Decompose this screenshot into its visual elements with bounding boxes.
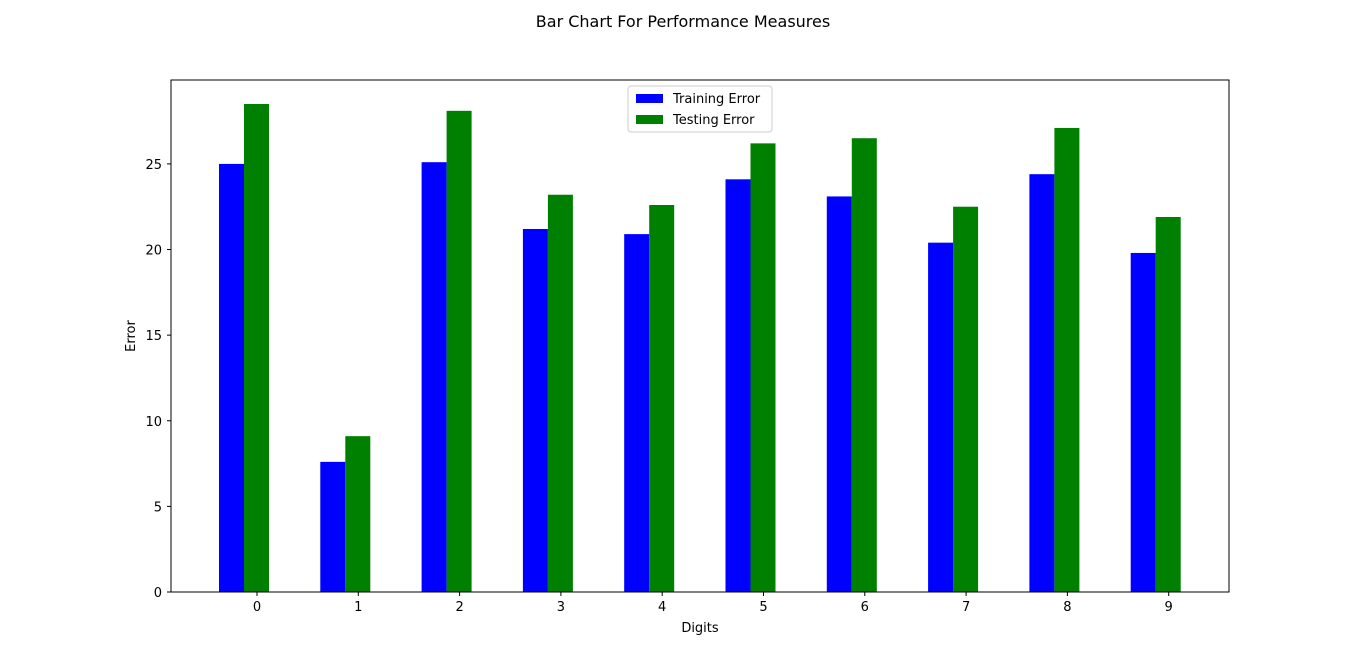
bar-testing-4 [649, 205, 675, 592]
chart-title: Bar Chart For Performance Measures [536, 12, 830, 31]
y-tick-label: 5 [154, 500, 162, 515]
bar-testing-6 [851, 138, 877, 592]
legend-label-testing: Testing Error [672, 113, 755, 128]
bar-testing-0 [244, 103, 269, 593]
bar-training-6 [826, 196, 852, 592]
plot-frame [170, 79, 1230, 593]
x-tick-label: 2 [455, 600, 463, 615]
bars-group [219, 103, 1181, 593]
y-tick-label: 15 [145, 329, 162, 344]
bar-training-3 [522, 228, 548, 592]
bar-training-9 [1130, 252, 1156, 592]
bar-training-5 [725, 179, 751, 592]
bar-testing-9 [1155, 216, 1181, 592]
bar-training-8 [1029, 174, 1055, 592]
y-axis-label: Error [124, 320, 139, 352]
x-axis: 0 1 2 3 4 5 6 7 8 9 [253, 592, 1173, 615]
legend-label-training: Training Error [672, 92, 761, 107]
y-tick-label: 0 [154, 586, 162, 601]
x-tick-label: 3 [557, 600, 565, 615]
y-tick-label: 20 [145, 244, 162, 259]
x-tick-label: 1 [354, 600, 362, 615]
legend-swatch-training [636, 94, 663, 103]
y-tick-label: 10 [145, 415, 162, 430]
x-tick-label: 8 [1063, 600, 1071, 615]
y-axis: 0 5 10 15 20 25 [145, 158, 171, 601]
x-tick-label: 6 [861, 600, 869, 615]
bar-training-7 [928, 242, 954, 592]
bar-testing-3 [547, 194, 573, 592]
bar-testing-1 [345, 436, 371, 592]
x-tick-label: 7 [962, 600, 970, 615]
x-tick-label: 5 [759, 600, 767, 615]
bar-training-4 [624, 234, 650, 592]
legend: Training Error Testing Error [627, 85, 773, 133]
legend-box [627, 85, 773, 133]
bar-testing-8 [1054, 127, 1080, 593]
x-tick-label: 0 [253, 600, 261, 615]
x-tick-label: 9 [1165, 600, 1173, 615]
legend-swatch-testing [636, 115, 663, 124]
bar-training-0 [219, 163, 244, 592]
bar-training-2 [421, 162, 447, 593]
bar-testing-2 [446, 110, 472, 592]
x-tick-label: 4 [658, 600, 666, 615]
bar-testing-5 [750, 143, 776, 593]
x-axis-label: Digits [681, 621, 719, 636]
bar-training-1 [320, 461, 346, 592]
y-tick-label: 25 [145, 158, 162, 173]
bar-testing-7 [953, 206, 979, 593]
